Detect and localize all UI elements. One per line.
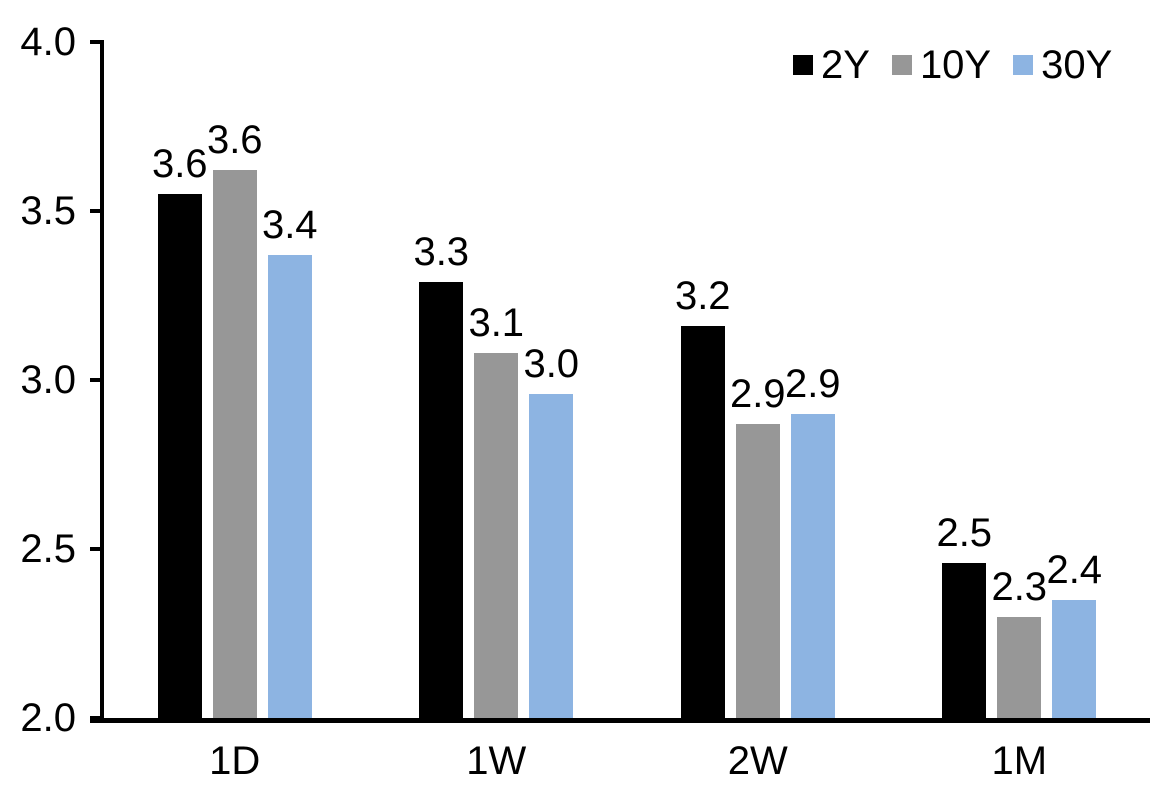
legend-swatch-30y — [1013, 55, 1034, 75]
y-axis-tick — [90, 209, 101, 213]
x-axis-label: 1M — [991, 739, 1048, 783]
plot-area: 3.6 3.6 3.4 3.3 3.1 3.0 3.2 2.9 2.9 2.5 2.3 2.4 — [104, 42, 1150, 718]
y-axis-tick-label: 3.0 — [20, 358, 76, 402]
legend-swatch-2y — [793, 55, 813, 75]
legend-swatch-10y — [891, 55, 912, 75]
bar-value-label: 3.2 — [674, 273, 731, 318]
y-axis-tick — [90, 547, 101, 551]
bar-30y-2w — [790, 413, 835, 718]
legend-label: 30Y — [1041, 43, 1113, 87]
x-axis-line — [90, 718, 1150, 723]
x-axis-label: 1D — [209, 739, 261, 783]
bar-2y-2w — [680, 325, 725, 718]
y-axis-tick-label: 4.0 — [20, 20, 76, 64]
bar-value-label: 3.6 — [151, 142, 208, 187]
y-axis-line — [100, 40, 104, 723]
bar-10y-2w — [735, 423, 780, 718]
bar-value-label: 2.5 — [936, 510, 993, 555]
bar-10y-1d — [212, 170, 257, 718]
bar-value-label: 3.3 — [413, 229, 470, 274]
bar-10y-1w — [474, 352, 519, 718]
bar-value-label: 2.9 — [784, 361, 841, 406]
legend-label: 2Y — [821, 43, 870, 87]
x-axis-label: 1W — [466, 739, 527, 783]
legend-item-2y: 2Y — [793, 45, 870, 85]
bar-value-label: 3.1 — [468, 300, 525, 345]
bar-30y-1m — [1052, 599, 1097, 718]
y-axis-tick-label: 2.0 — [20, 696, 76, 740]
bar-2y-1w — [419, 281, 464, 718]
y-axis-tick-label: 3.5 — [20, 189, 76, 233]
y-axis-tick-label: 2.5 — [20, 527, 76, 571]
bar-value-label: 2.9 — [729, 371, 786, 416]
legend-item-10y: 10Y — [891, 43, 992, 87]
bar-30y-1d — [267, 254, 312, 718]
bar-value-label: 2.4 — [1046, 547, 1103, 592]
bar-2y-1m — [942, 562, 987, 718]
bar-value-label: 3.6 — [206, 118, 263, 163]
bar-30y-1w — [529, 393, 574, 718]
legend-label: 10Y — [919, 43, 992, 87]
y-axis-tick — [90, 40, 101, 44]
x-axis-label: 2W — [727, 739, 788, 783]
bar-10y-1m — [997, 616, 1042, 718]
bar-value-label: 3.4 — [261, 202, 318, 247]
bar-value-label: 2.3 — [991, 564, 1048, 609]
legend-item-30y: 30Y — [1013, 45, 1112, 85]
y-axis-tick — [90, 378, 101, 382]
bar-2y-1d — [157, 194, 202, 718]
legend: 2Y 10Y 30Y — [793, 45, 1112, 85]
bar-value-label: 3.0 — [523, 341, 580, 386]
